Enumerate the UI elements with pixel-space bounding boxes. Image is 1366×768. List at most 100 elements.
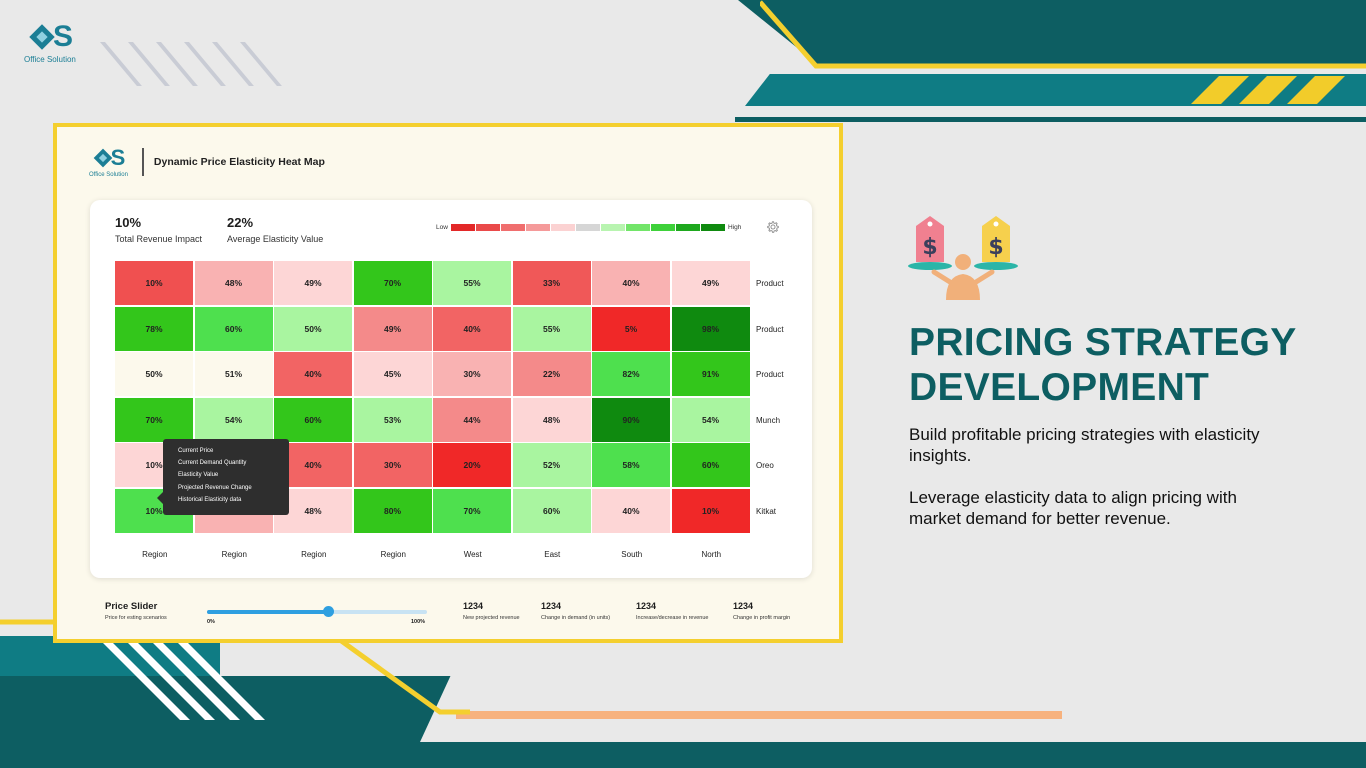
price-slider-section: Price Slider Price for esting scenarios …	[105, 601, 825, 631]
legend-swatch	[700, 224, 725, 231]
heatmap-cell[interactable]: 50%	[274, 306, 352, 351]
banner-yellow-line	[760, 0, 1366, 69]
legend-swatch	[550, 224, 575, 231]
metric-value: 1234	[636, 601, 657, 611]
legend-swatches	[450, 224, 726, 231]
heatmap-panel: 10% Total Revenue Impact 22% Average Ela…	[90, 200, 812, 578]
metric-label: Change in demand (in units)	[541, 615, 611, 621]
dashboard-title: Dynamic Price Elasticity Heat Map	[153, 155, 325, 168]
heatmap-cell[interactable]: 58%	[592, 443, 670, 487]
heatmap-cell[interactable]: 53%	[353, 397, 432, 442]
hero-title-line1: PRICING STRATEGY	[909, 321, 1297, 364]
heatmap-cell[interactable]: 55%	[433, 261, 511, 305]
logo-mark: S	[27, 20, 73, 54]
hero-paragraph-2: Leverage elasticity data to align pricin…	[909, 488, 1237, 528]
heatmap-cell[interactable]: 60%	[194, 306, 273, 351]
metric-label: Change in profit margin	[733, 615, 791, 621]
row-label: Product	[756, 324, 784, 334]
heatmap-cell[interactable]: 33%	[512, 261, 591, 305]
heatmap-cell[interactable]: 54%	[671, 397, 750, 442]
metric-value: 1234	[541, 601, 562, 611]
heatmap-cell[interactable]: 10%	[671, 488, 750, 533]
tooltip-line: Historical Elasticity data	[178, 496, 242, 503]
heatmap-cell[interactable]: 20%	[433, 443, 511, 487]
heatmap-cell[interactable]: 44%	[433, 397, 511, 442]
heatmap-cell[interactable]: 70%	[115, 397, 193, 442]
heatmap-cell[interactable]: 50%	[115, 352, 193, 396]
column-label: North	[701, 550, 722, 559]
legend-swatch	[675, 224, 700, 231]
column-label: Region	[301, 550, 327, 559]
row-label: Product	[756, 370, 784, 380]
heatmap-cell[interactable]: 49%	[353, 306, 432, 351]
heatmap-cell[interactable]: 10%	[115, 261, 193, 305]
banner-thin-line	[735, 117, 1366, 122]
kpi-label: Average Elasticity Value	[227, 234, 324, 244]
diamond-icon	[29, 24, 55, 50]
heatmap-cell[interactable]: 49%	[274, 261, 352, 305]
kpi-revenue-impact: 10% Total Revenue Impact	[115, 215, 202, 244]
color-legend: Low High	[436, 224, 741, 231]
heatmap-cell[interactable]: 45%	[353, 352, 432, 396]
heatmap-cell[interactable]: 52%	[512, 443, 591, 487]
row-label: Oreo	[756, 461, 774, 471]
decorative-stripes	[100, 42, 282, 86]
hero-paragraph-1: Build profitable pricing strategies with…	[909, 425, 1260, 465]
heatmap-cell[interactable]: 48%	[194, 261, 273, 305]
heatmap-cell[interactable]: 82%	[592, 352, 670, 396]
legend-swatch	[450, 224, 475, 231]
heatmap-cell[interactable]: 98%	[671, 306, 750, 351]
heatmap-cell[interactable]: 60%	[512, 488, 591, 533]
heatmap-cell[interactable]: 70%	[433, 488, 511, 533]
heatmap-cell[interactable]: 91%	[671, 352, 750, 396]
column-label: West	[463, 550, 482, 559]
price-slider[interactable]	[207, 606, 427, 617]
heatmap-cell[interactable]: 49%	[671, 261, 750, 305]
heatmap-cell[interactable]: 80%	[353, 488, 432, 533]
gear-icon[interactable]	[766, 220, 780, 234]
banner-bottom-strip	[0, 742, 1366, 768]
heatmap-cell[interactable]: 54%	[194, 397, 273, 442]
legend-swatch	[475, 224, 500, 231]
heatmap-cell[interactable]: 5%	[592, 306, 670, 351]
heatmap-cell[interactable]: 90%	[592, 397, 670, 442]
heatmap-cell[interactable]: 70%	[353, 261, 432, 305]
heatmap-cell[interactable]: 60%	[274, 397, 352, 442]
heatmap-cell[interactable]: 30%	[433, 352, 511, 396]
column-label: East	[544, 550, 561, 559]
tooltip-line: Current Demand Quantity	[178, 460, 247, 467]
heatmap-cell[interactable]: 40%	[433, 306, 511, 351]
heatmap-cell[interactable]: 30%	[353, 443, 432, 487]
heatmap-cell[interactable]: 51%	[194, 352, 273, 396]
tooltip-arrow	[157, 492, 163, 504]
pricing-scale-icon: $ $	[908, 216, 1018, 300]
hero-title: PRICING STRATEGY DEVELOPMENT	[909, 320, 1297, 410]
heatmap-cell[interactable]: 78%	[115, 306, 193, 351]
banner-orange-line	[456, 711, 1062, 719]
heatmap-cell[interactable]: 40%	[592, 488, 670, 533]
tooltip-line: Current Price	[178, 448, 214, 454]
metric-demand-change: 1234 Change in demand (in units)	[541, 601, 610, 621]
metric-label: Increase/decrease in revenue	[636, 615, 709, 621]
tooltip-line: Elasticity Value	[178, 472, 219, 479]
kpi-value: 10%	[115, 215, 142, 230]
banner-bottom-cut	[420, 660, 1366, 742]
logo-letter: S	[52, 20, 73, 53]
heatmap-cell[interactable]: 22%	[512, 352, 591, 396]
heatmap-cell[interactable]: 48%	[512, 397, 591, 442]
metric-revenue-change: 1234 Increase/decrease in revenue	[636, 601, 708, 621]
dashboard-logo: S Office Solution	[89, 145, 128, 178]
heatmap-cell[interactable]: 40%	[592, 261, 670, 305]
metric-value: 1234	[463, 601, 484, 611]
banner-top-dark	[738, 0, 1366, 66]
heatmap-cell[interactable]: 40%	[274, 352, 352, 396]
slider-min-label: 0%	[207, 619, 215, 625]
heatmap-cell[interactable]: 55%	[512, 306, 591, 351]
column-label: Region	[380, 550, 406, 559]
heatmap-cell[interactable]: 60%	[671, 443, 750, 487]
dashboard-card: S Office Solution Dynamic Price Elastici…	[53, 123, 843, 643]
slider-handle[interactable]	[323, 606, 334, 617]
legend-low-label: Low	[436, 224, 448, 231]
row-label: Kitkat	[756, 506, 777, 516]
tooltip-line: Projected Revenue Change	[178, 484, 252, 491]
